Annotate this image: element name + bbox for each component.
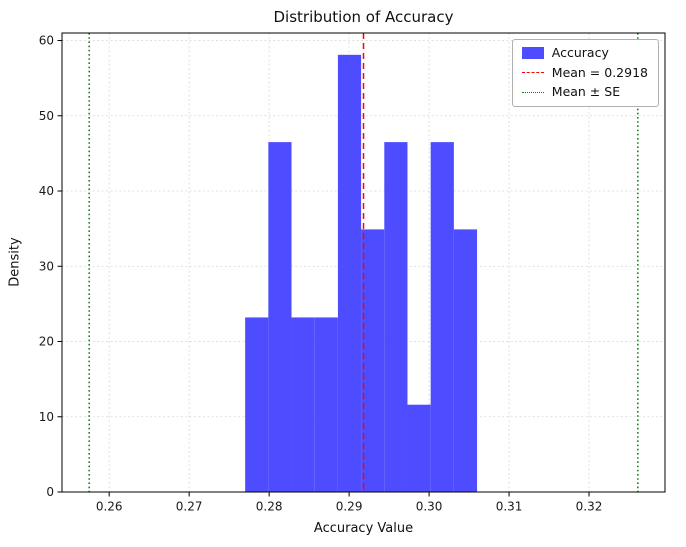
- histogram-bar: [245, 317, 269, 492]
- histogram-bar: [361, 229, 385, 493]
- x-tick-label: 0.29: [336, 500, 363, 514]
- legend-entry: Mean = 0.2918: [521, 64, 648, 80]
- x-tick-label: 0.27: [176, 500, 203, 514]
- y-tick-label: 60: [39, 34, 54, 48]
- x-tick-label: 0.32: [576, 500, 603, 514]
- histogram-bar: [453, 229, 478, 493]
- legend-entry: Mean ± SE: [521, 84, 648, 99]
- x-axis-label: Accuracy Value: [313, 521, 414, 536]
- legend-label: Mean ± SE: [551, 84, 621, 99]
- x-tick-label: 0.26: [96, 500, 123, 514]
- legend-patch-icon: [521, 47, 544, 60]
- histogram-bar: [268, 142, 292, 492]
- y-tick-label: 0: [46, 485, 54, 499]
- legend: Accuracy Mean = 0.2918 Mean ± SE: [511, 39, 659, 107]
- histogram-bar: [291, 317, 315, 492]
- legend-label: Accuracy: [551, 45, 609, 60]
- histogram-bar: [407, 404, 431, 492]
- x-tick-label: 0.31: [496, 500, 523, 514]
- x-tick-label: 0.30: [416, 500, 443, 514]
- legend-line-icon: [521, 72, 544, 74]
- y-tick-label: 50: [39, 109, 54, 123]
- legend-entry: Accuracy: [521, 45, 648, 60]
- histogram-bar: [314, 317, 338, 492]
- y-tick-label: 40: [39, 184, 54, 198]
- legend-line-icon: [521, 91, 544, 93]
- histogram-bar: [430, 142, 454, 492]
- chart-title: Distribution of Accuracy: [273, 8, 454, 26]
- axes-border: [61, 32, 666, 493]
- y-tick-label: 20: [39, 335, 54, 349]
- x-tick-label: 0.28: [256, 500, 283, 514]
- histogram-bar: [384, 142, 408, 492]
- y-tick-label: 30: [39, 259, 54, 273]
- y-tick-label: 10: [39, 410, 54, 424]
- legend-label: Mean = 0.2918: [551, 64, 648, 80]
- histogram-bar: [337, 54, 362, 492]
